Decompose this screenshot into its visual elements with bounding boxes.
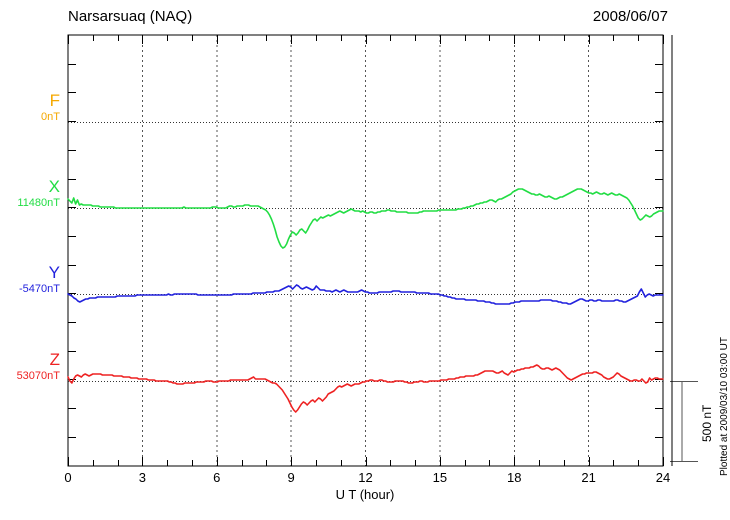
x-tick-label: 21 xyxy=(581,470,596,485)
page-title: Narsarsuaq (NAQ) xyxy=(68,8,193,25)
component-baseline-z: 53070nT xyxy=(16,370,60,382)
component-baseline-f: 0nT xyxy=(41,111,60,123)
component-letter-f: F xyxy=(49,91,60,110)
component-label-z: Z 53070nT xyxy=(17,351,60,382)
x-tick-label: 12 xyxy=(358,470,373,485)
scale-bar xyxy=(670,35,698,466)
component-label-y: Y -5470nT xyxy=(19,264,60,295)
component-label-x: X 11480nT xyxy=(17,178,60,209)
plotted-timestamp: Plotted at 2009/03/10 03:00 UT xyxy=(719,337,730,476)
component-label-f: F 0nT xyxy=(41,92,60,123)
component-letter-y: Y xyxy=(48,263,60,282)
scalebar-label: 500 nT xyxy=(700,404,714,442)
plot-frame xyxy=(67,34,664,467)
x-tick-label: 3 xyxy=(138,470,146,485)
x-tick-label: 9 xyxy=(287,470,295,485)
x-tick-label: 24 xyxy=(655,470,671,485)
grid-layer xyxy=(141,35,590,466)
axis-ticks xyxy=(67,35,665,466)
x-tick-label: 0 xyxy=(64,470,72,485)
x-tick-label: 18 xyxy=(507,470,522,485)
component-baseline-y: -5470nT xyxy=(19,283,60,295)
component-letter-z: Z xyxy=(49,350,60,369)
x-axis-title: U T (hour) xyxy=(335,487,395,502)
x-tick-label: 6 xyxy=(213,470,221,485)
data-traces xyxy=(67,188,664,413)
date-label: 2008/06/07 xyxy=(592,8,668,25)
component-letter-x: X xyxy=(48,177,60,196)
component-baseline-x: 11480nT xyxy=(17,197,60,209)
x-tick-label: 15 xyxy=(432,470,448,485)
